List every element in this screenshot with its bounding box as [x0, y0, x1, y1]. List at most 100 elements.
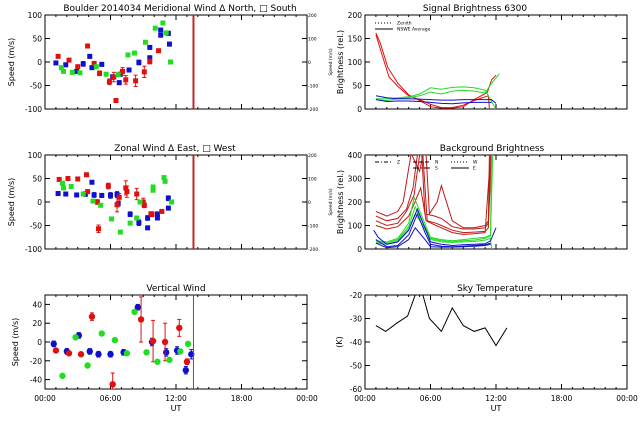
zonal-marker [127, 211, 133, 217]
meridional-marker [115, 72, 121, 78]
zonal-marker [162, 178, 168, 184]
meridional-marker [142, 39, 148, 45]
zonal-marker [140, 199, 146, 205]
background-ytick-label: 0 [357, 245, 362, 254]
zonal-point-blue [89, 179, 95, 185]
vertical-marker [88, 313, 96, 320]
vertical-point-green [131, 308, 138, 316]
zonal-y2tick-label: 100 [308, 177, 317, 183]
meridional-marker [85, 43, 91, 49]
vertical-point-blue [86, 348, 93, 355]
meridional-point-blue [166, 41, 172, 47]
vertical-point-blue [188, 349, 195, 360]
zonal-marker [169, 199, 175, 205]
meridional-point-red [97, 70, 103, 77]
meridional-marker [147, 55, 153, 61]
zonal-point-red [116, 193, 122, 202]
signal-line-blue-b [375, 99, 492, 105]
background-ylabel: Brightness (rel.) [336, 170, 345, 234]
zonal-point-red [75, 176, 81, 182]
meridional-point-red [66, 57, 72, 63]
zonal-marker [80, 191, 86, 197]
skytemp-xlabel: UT [491, 404, 502, 413]
zonal-point-red [65, 176, 71, 181]
vertical-marker [95, 351, 102, 358]
zonal-point-green [68, 183, 74, 189]
vertical-marker [86, 348, 93, 355]
zonal-marker [117, 229, 123, 235]
meridional-y2tick-label: -200 [308, 107, 318, 113]
skytemp-plot-frame [364, 294, 628, 390]
zonal-point-red [95, 224, 101, 234]
vertical-marker [143, 349, 150, 356]
vertical-point-green [177, 348, 184, 355]
zonal-marker [165, 195, 171, 201]
vertical-marker [131, 308, 138, 316]
zonal-point-green [90, 198, 96, 204]
zonal-title: Zonal Wind Δ East, □ West [114, 144, 236, 154]
signal-line-red-b [375, 34, 490, 109]
meridional-marker [87, 53, 93, 59]
vertical-marker [123, 350, 131, 357]
meridional-point-red [113, 98, 119, 104]
zonal-marker [74, 192, 80, 198]
zonal-marker [127, 220, 133, 226]
vertical-point-red [65, 350, 73, 357]
skytemp-title: Sky Temperature [457, 284, 533, 294]
meridional-point-red [123, 75, 129, 85]
zonal-marker [55, 191, 61, 197]
zonal-point-green [134, 215, 140, 221]
vertical-point-green [184, 340, 192, 348]
vertical-marker [183, 358, 191, 365]
vertical-marker [161, 338, 169, 346]
zonal-point-red [148, 211, 154, 217]
zonal-marker [123, 185, 129, 191]
zonal-marker [109, 216, 115, 222]
zonal-point-green [127, 220, 133, 226]
vertical-marker [107, 351, 114, 358]
panel-zonal-wind: Zonal Wind Δ East, □ West Speed (m/s) -1… [7, 144, 318, 254]
vertical-point-green [59, 372, 66, 380]
signal-legend-label: NSWE Average [397, 27, 431, 33]
signal-ytick-label: 100 [348, 58, 363, 67]
meridional-point-green [142, 39, 148, 45]
zonal-marker [83, 172, 89, 178]
signal-ylabel: Brightness (rel.) [336, 30, 345, 94]
zonal-point-blue [127, 211, 133, 218]
meridional-point-red [141, 65, 147, 79]
signal-line-red-a [375, 32, 497, 109]
signal-title: Signal Brightness 6300 [423, 4, 527, 14]
zonal-marker [98, 202, 104, 208]
skytemp-xtick-label: 06:00 [420, 394, 442, 403]
background-line-red-3 [375, 155, 491, 234]
zonal-point-red [105, 182, 111, 190]
vertical-ytick-label: 0 [37, 338, 42, 347]
background-line-green-2 [375, 155, 494, 244]
meridional-marker [158, 32, 164, 38]
zonal-marker [141, 202, 147, 208]
meridional-marker [74, 68, 80, 74]
meridional-point-green [160, 20, 166, 26]
meridional-ytick-label: -50 [30, 82, 42, 91]
vertical-marker [59, 372, 66, 380]
meridional-point-green [77, 70, 83, 76]
meridional-point-green [132, 50, 138, 56]
meridional-marker [103, 71, 109, 77]
background-line-blue-2 [375, 212, 491, 248]
meridional-point-red [120, 67, 126, 76]
meridional-marker [136, 59, 142, 65]
meridional-point-green [163, 30, 169, 36]
vertical-title: Vertical Wind [146, 284, 205, 294]
meridional-point-blue [116, 80, 122, 86]
meridional-point-blue [63, 62, 69, 68]
vertical-point-blue [134, 303, 141, 311]
meridional-ytick-label: 50 [32, 35, 42, 44]
vertical-marker [98, 330, 105, 337]
panel-vertical-wind: Vertical Wind Speed (m/s) UT -40 -20 0 20 40… [11, 284, 318, 413]
meridional-point-red [106, 78, 112, 86]
background-ytick-label: 300 [348, 175, 363, 184]
meridional-marker [152, 25, 158, 31]
skytemp-ytick-label: -20 [350, 291, 362, 300]
zonal-marker [116, 194, 122, 200]
zonal-marker [56, 176, 62, 182]
